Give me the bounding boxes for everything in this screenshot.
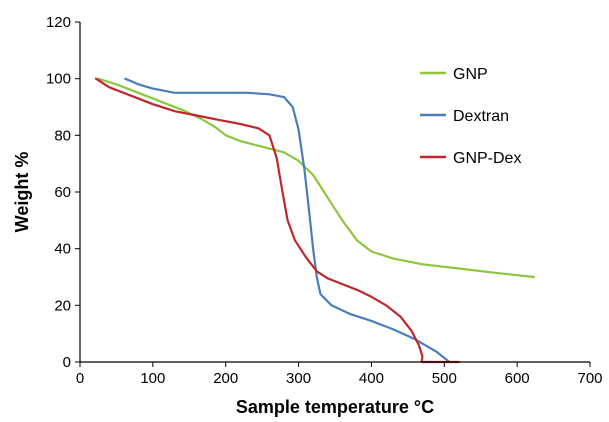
legend-label: GNP [453, 66, 488, 83]
x-tick-label: 700 [577, 370, 602, 387]
y-tick-label: 80 [54, 127, 71, 144]
legend-label: Dextran [453, 108, 509, 125]
x-tick-label: 0 [76, 370, 84, 387]
x-tick-label: 400 [359, 370, 384, 387]
y-tick-label: 20 [54, 297, 71, 314]
x-tick-label: 200 [213, 370, 238, 387]
axes [79, 22, 590, 363]
x-tick-label: 600 [505, 370, 530, 387]
x-tick-label: 300 [286, 370, 311, 387]
y-tick-label: 60 [54, 184, 71, 201]
y-tick-label: 120 [46, 14, 71, 31]
series-line-gnp-dex [94, 77, 460, 364]
x-tick-label: 100 [140, 370, 165, 387]
x-tick-label: 500 [432, 370, 457, 387]
plot-area [94, 77, 535, 364]
series-line-gnp [97, 77, 535, 279]
ticks: 0 100 200 300 400 500 600 700 0 20 40 60 80 100 120 [46, 14, 603, 387]
y-tick-label: 100 [46, 71, 71, 88]
y-tick-label: 0 [63, 354, 71, 371]
legend-label: GNP-Dex [453, 150, 521, 167]
y-tick-label: 40 [54, 241, 71, 258]
legend: GNP Dextran GNP-Dex [420, 66, 521, 167]
x-axis-title: Sample temperature °C [236, 397, 434, 417]
y-axis-title: Weight % [12, 152, 32, 233]
series-line-dextran [124, 77, 451, 364]
